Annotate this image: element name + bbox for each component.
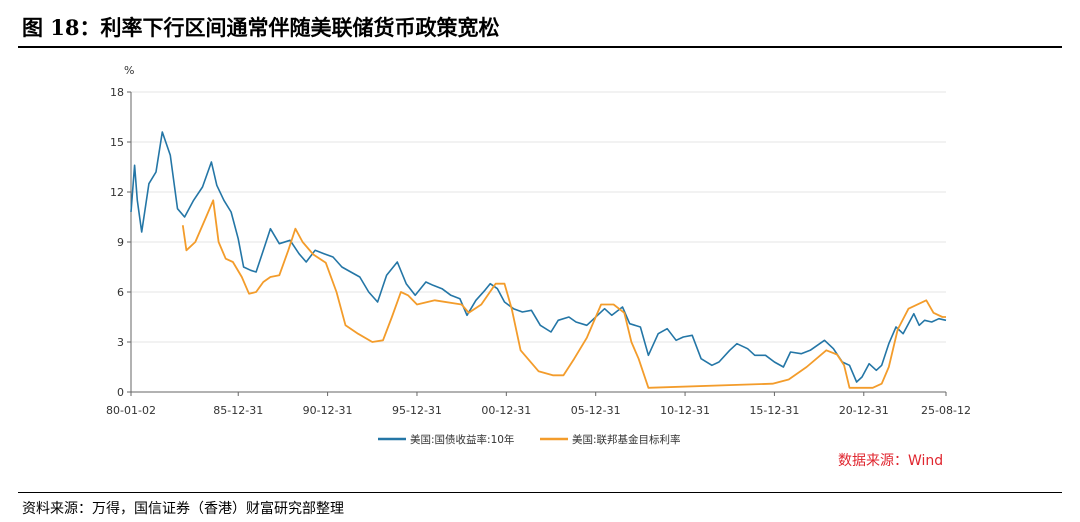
chart-source-note: 数据来源：Wind [838, 453, 943, 469]
x-tick-label: 10-12-31 [660, 404, 710, 417]
x-tick-label: 15-12-31 [749, 404, 799, 417]
y-axis-unit: % [124, 64, 134, 77]
y-tick-label: 9 [117, 236, 124, 249]
y-tick-label: 6 [117, 286, 124, 299]
footer-source: 资料来源：万得，国信证券（香港）财富研究部整理 [22, 501, 344, 517]
series-line-yield [130, 131, 947, 383]
x-tick-label: 05-12-31 [571, 404, 621, 417]
legend-label-yield: 美国:国债收益率:10年 [410, 433, 514, 446]
y-tick-label: 0 [117, 386, 124, 399]
y-axis-ticks: 0 3 6 9 12 15 18 [110, 86, 131, 399]
x-tick-label: 00-12-31 [481, 404, 531, 417]
legend: 美国:国债收益率:10年 美国:联邦基金目标利率 [378, 433, 681, 446]
figure-title-row: 图 18：利率下行区间通常伴随美联储货币政策宽松 [22, 13, 1062, 43]
series-lines [130, 131, 947, 389]
x-tick-label: 20-12-31 [839, 404, 889, 417]
x-tick-label: 25-08-12 [921, 404, 971, 417]
x-tick-label: 95-12-31 [392, 404, 442, 417]
x-tick-label: 85-12-31 [213, 404, 263, 417]
series-line-fed-funds [181, 199, 946, 389]
top-rule [18, 46, 1062, 48]
y-tick-label: 15 [110, 136, 124, 149]
x-axis-ticks: 80-01-02 85-12-31 90-12-31 95-12-31 00-12-31… [106, 392, 971, 417]
x-tick-label: 90-12-31 [303, 404, 353, 417]
y-tick-label: 3 [117, 336, 124, 349]
y-tick-label: 12 [110, 186, 124, 199]
y-tick-label: 18 [110, 86, 124, 99]
x-tick-label: 80-01-02 [106, 404, 156, 417]
grid-lines [131, 91, 946, 343]
legend-label-fed-funds: 美国:联邦基金目标利率 [572, 433, 681, 446]
figure-title: 图 18：利率下行区间通常伴随美联储货币政策宽松 [22, 15, 500, 40]
bottom-rule [18, 492, 1062, 493]
